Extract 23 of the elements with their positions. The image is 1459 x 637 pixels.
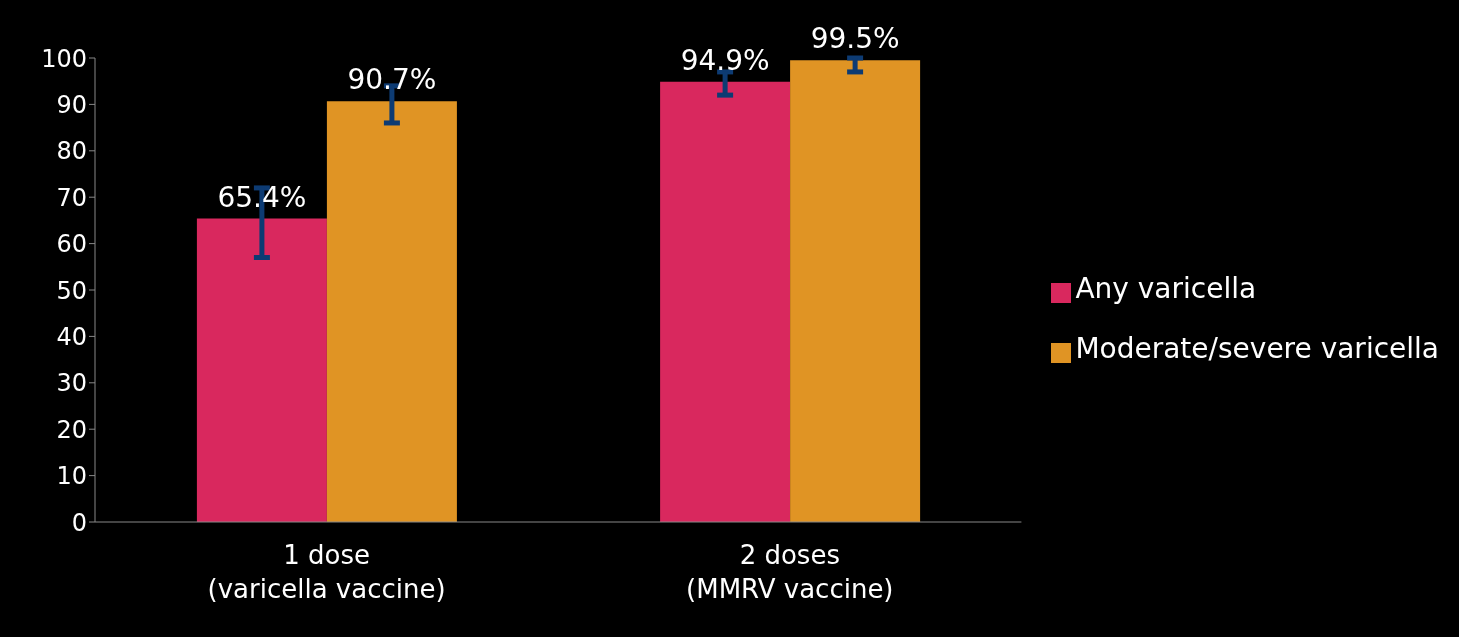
bar: [196, 218, 327, 522]
data-label: 65.4%: [217, 180, 307, 214]
data-label: 90.7%: [347, 63, 437, 97]
y-tick-label: 0: [71, 508, 87, 537]
y-tick-label: 90: [56, 90, 87, 119]
y-tick-label: 10: [56, 462, 87, 491]
bar: [660, 81, 791, 522]
legend-label: Moderate/severe varicella: [1075, 331, 1439, 365]
data-label: 99.5%: [810, 22, 900, 56]
y-tick-label: 100: [41, 44, 87, 73]
y-tick-label: 40: [56, 322, 87, 351]
y-tick-label: 50: [56, 276, 87, 305]
y-tick-label: 70: [56, 183, 87, 212]
x-tick-label: 2 doses (MMRV vaccine): [686, 540, 894, 604]
y-tick-label: 80: [56, 137, 87, 166]
y-tick-label: 20: [56, 415, 87, 444]
legend-label: Any varicella: [1075, 271, 1257, 305]
bar: [790, 60, 921, 522]
y-tick-label: 30: [56, 369, 87, 398]
data-label: 94.9%: [680, 43, 770, 77]
bar: [326, 101, 457, 522]
x-tick-label: 1 dose (varicella vaccine): [207, 540, 446, 604]
y-tick-label: 60: [56, 230, 87, 259]
